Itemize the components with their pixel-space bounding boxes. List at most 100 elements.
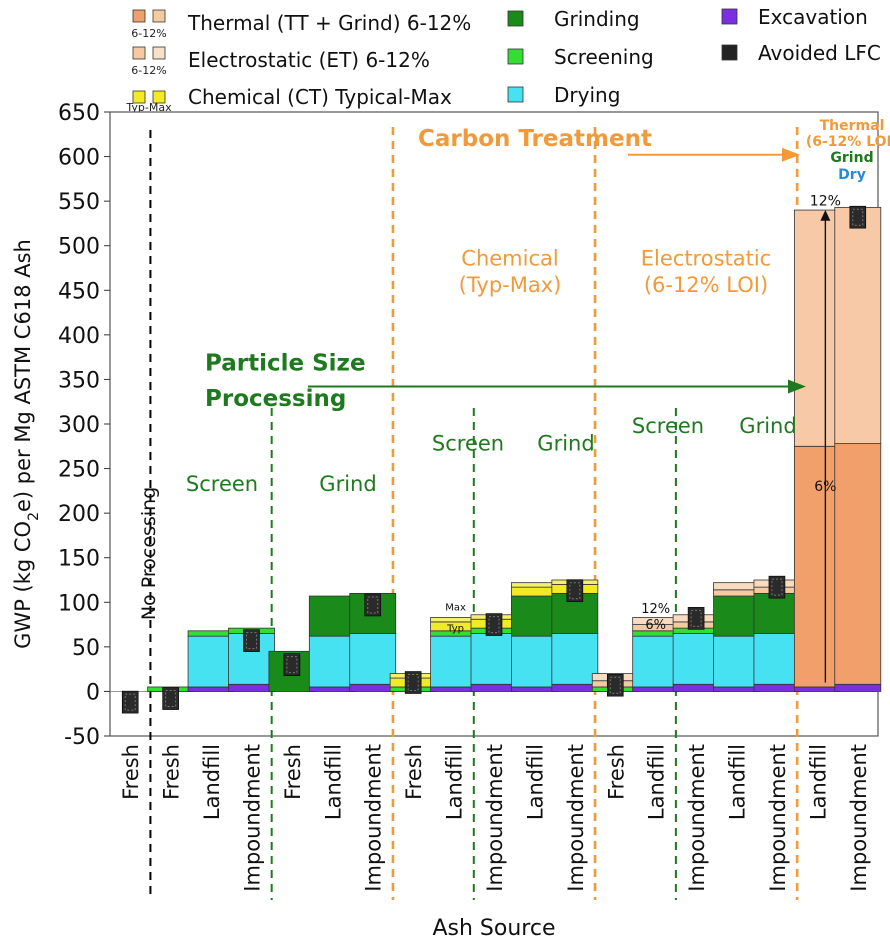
avoided-lfc-marker bbox=[566, 579, 584, 602]
avoided-lfc-marker bbox=[606, 673, 624, 697]
legend-swatch bbox=[152, 46, 166, 60]
y-tick-label: 150 bbox=[58, 547, 100, 572]
x-tick-label: Landfill bbox=[726, 744, 750, 820]
avoided-lfc-marker bbox=[364, 593, 382, 617]
bar-segment bbox=[713, 686, 760, 692]
pct6-label: 6% bbox=[645, 618, 666, 633]
chemical-label: Chemical bbox=[461, 246, 558, 270]
legend-label: Drying bbox=[554, 83, 620, 107]
legend-swatch bbox=[152, 90, 166, 104]
x-tick-label: Landfill bbox=[645, 744, 669, 820]
legend-label: Excavation bbox=[758, 5, 868, 29]
legend-label: Avoided LFC bbox=[758, 41, 881, 65]
avoided-lfc-marker bbox=[243, 629, 260, 652]
y-tick-label: 500 bbox=[58, 235, 100, 260]
particle-size-label: Particle Size bbox=[205, 351, 366, 377]
x-tick-label: Landfill bbox=[806, 744, 830, 820]
legend-swatch bbox=[721, 8, 738, 25]
avoided-lfc-marker bbox=[569, 582, 581, 600]
group-label: Screen bbox=[632, 414, 704, 438]
x-tick-label: Impoundment bbox=[766, 744, 790, 892]
avoided-lfc-marker bbox=[162, 687, 179, 710]
avoided-lfc-marker bbox=[367, 596, 379, 614]
particle-size-arrowhead bbox=[788, 379, 806, 394]
bar-segment bbox=[793, 209, 841, 447]
bar-segment bbox=[430, 635, 477, 688]
bar-segment bbox=[511, 635, 558, 688]
bar-segment bbox=[672, 633, 720, 685]
x-tick-label: Impoundment bbox=[564, 744, 588, 892]
bar-segment bbox=[308, 595, 356, 637]
thermal-grind-label: Grind bbox=[830, 150, 873, 166]
avoided-lfc-marker bbox=[852, 208, 864, 226]
legend-swatch-label: Typ-Max bbox=[125, 101, 172, 114]
x-tick-label: Impoundment bbox=[483, 744, 507, 892]
bar-segment bbox=[470, 633, 518, 685]
avoided-lfc-marker bbox=[124, 693, 136, 711]
typ-label: Typ bbox=[446, 624, 464, 635]
bar-segment bbox=[672, 683, 720, 692]
bar-segment bbox=[228, 683, 275, 692]
group-label: Grind bbox=[319, 472, 376, 496]
avoided-lfc-marker bbox=[687, 607, 705, 630]
avoided-lfc-marker bbox=[849, 205, 867, 229]
x-tick-label: Fresh bbox=[281, 744, 305, 800]
bar-segment bbox=[632, 635, 680, 688]
x-axis-label: Ash Source bbox=[432, 916, 555, 941]
axes: -50 0 50 100 150 200 250 300 350 400 450 500 550 600 6… bbox=[11, 101, 871, 941]
x-tick-label: Landfill bbox=[523, 744, 547, 820]
bar-segment bbox=[349, 633, 397, 685]
group-label: Grind bbox=[537, 432, 594, 456]
legend-swatch-label: 6-12% bbox=[131, 64, 166, 77]
bar-segment bbox=[632, 686, 680, 692]
x-tick-label: Landfill bbox=[200, 744, 224, 820]
bar-segment bbox=[187, 635, 235, 688]
max-label: Max bbox=[445, 602, 466, 613]
electrostatic-label: Electrostatic bbox=[641, 246, 771, 270]
no-processing-label: No Processing bbox=[138, 487, 160, 620]
avoided-lfc-marker bbox=[407, 674, 419, 692]
y-tick-label: 200 bbox=[58, 502, 100, 527]
bar-segment bbox=[753, 633, 801, 685]
y-tick-label: 400 bbox=[58, 324, 100, 349]
bar-segment bbox=[430, 617, 477, 623]
avoided-lfc-marker bbox=[121, 690, 139, 714]
avoided-lfc-marker bbox=[283, 653, 301, 676]
x-tick-label: Landfill bbox=[443, 744, 467, 820]
legend-label: Thermal (TT + Grind) 6-12% bbox=[187, 11, 471, 35]
avoided-lfc-marker bbox=[768, 575, 786, 599]
legend-swatch bbox=[507, 86, 524, 103]
bar-segment bbox=[308, 686, 356, 692]
chemical-label: (Typ-Max) bbox=[459, 273, 562, 297]
avoided-lfc-marker bbox=[485, 613, 503, 636]
legend-swatch bbox=[132, 9, 146, 23]
avoided-lfc-marker bbox=[690, 609, 702, 627]
carbon-treatment-label: Carbon Treatment bbox=[418, 126, 652, 152]
bar-segment bbox=[793, 686, 841, 692]
avoided-lfc-marker bbox=[771, 578, 783, 596]
y-tick-label: 450 bbox=[58, 279, 100, 304]
pct12-label: 12% bbox=[641, 602, 670, 617]
thermal-dry-label: Dry bbox=[838, 167, 866, 183]
y-tick-label: 0 bbox=[86, 680, 100, 705]
group-label: Grind bbox=[739, 414, 796, 438]
bar-segment bbox=[187, 630, 235, 637]
bar-segment bbox=[511, 586, 558, 597]
y-tick-label: 600 bbox=[58, 146, 100, 171]
carbon-treatment-arrowhead bbox=[782, 147, 800, 162]
x-tick-label: Impoundment bbox=[847, 744, 871, 892]
pct12-thermal-label: 12% bbox=[810, 194, 841, 210]
legend-label: Chemical (CT) Typical-Max bbox=[188, 85, 452, 109]
legend-swatch bbox=[507, 10, 524, 27]
x-tick-label: Fresh bbox=[119, 744, 143, 800]
legend-label: Electrostatic (ET) 6-12% bbox=[188, 48, 430, 72]
bar-segment bbox=[349, 683, 397, 692]
bar-segment bbox=[308, 635, 356, 688]
group-label: Screen bbox=[186, 472, 258, 496]
bar-segment bbox=[834, 683, 882, 692]
group-label: Screen bbox=[432, 432, 504, 456]
thermal-label: (6-12% LOI) bbox=[806, 134, 890, 150]
legend-swatch-label: 6-12% bbox=[131, 27, 166, 40]
y-tick-label: 300 bbox=[58, 413, 100, 438]
